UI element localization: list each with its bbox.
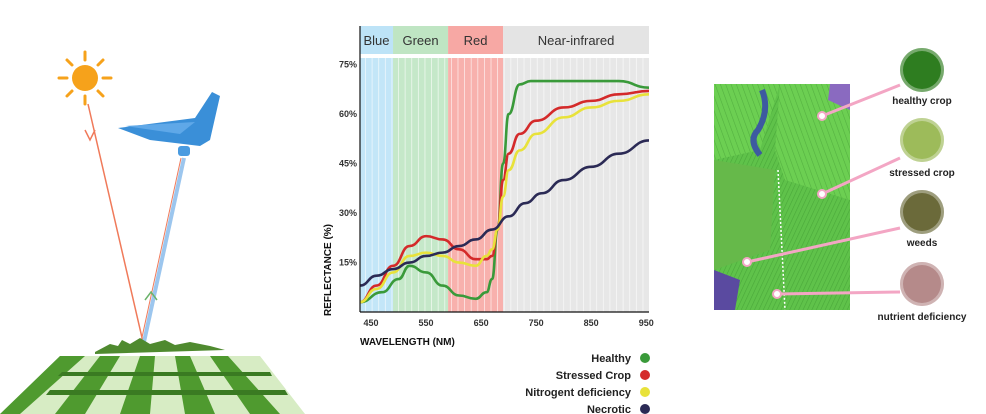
grid-lines	[365, 58, 644, 312]
band-3	[503, 58, 649, 312]
legend-label-2: Nitrogent deficiency	[525, 387, 632, 399]
reflected-ray	[140, 157, 186, 343]
series-lines	[359, 79, 650, 304]
sunlight-ray	[84, 103, 144, 343]
crop-thumbnail-icon	[900, 48, 944, 92]
y-tick-label: 75%	[339, 60, 357, 70]
x-axis-title: WAVELENGTH (NM)	[360, 337, 455, 348]
crop-thumbnail-icon	[900, 190, 944, 234]
band-header-2	[448, 26, 504, 54]
sun-icon	[57, 50, 113, 106]
legend-marker-1	[640, 370, 650, 380]
band-label-2: Red	[464, 33, 488, 48]
axes	[359, 26, 649, 313]
x-tick-label: 750	[529, 318, 544, 328]
legend-marker-3	[640, 404, 650, 414]
aerial-field-panel: healthy crop stressed crop weeds nutrient d…	[700, 0, 986, 414]
series-line-1	[359, 89, 650, 304]
band-2	[448, 58, 504, 312]
series-line-3	[359, 139, 650, 287]
y-tick-label: 60%	[339, 109, 357, 119]
reflectance-chart: Blue Green Red Near-infrared 450 550 650 750 85…	[323, 26, 654, 414]
x-tick-label: 450	[363, 318, 378, 328]
illustration-sun-drone-field	[0, 50, 305, 414]
y-tick-label: 45%	[339, 159, 357, 169]
legend-label-0: Healthy	[591, 353, 632, 365]
drone-icon	[118, 92, 220, 156]
y-axis-title: REFLECTANCE (%)	[323, 224, 334, 316]
field-icon	[0, 338, 305, 414]
band-header-3	[503, 26, 649, 54]
band-label-3: Near-infrared	[538, 33, 615, 48]
series-line-2	[359, 92, 650, 304]
annotation-label-1: stressed crop	[889, 168, 955, 179]
y-tick-label: 30%	[339, 208, 357, 218]
band-header-0	[360, 26, 394, 54]
legend-label-3: Necrotic	[587, 404, 631, 414]
annotation-label-3: nutrient deficiency	[877, 312, 967, 323]
band-header-1	[393, 26, 449, 54]
legend-marker-2	[640, 387, 650, 397]
x-tick-label: 550	[419, 318, 434, 328]
y-tick-label: 15%	[339, 258, 357, 268]
crop-thumbnail-icon	[900, 118, 944, 162]
x-tick-label: 650	[474, 318, 489, 328]
legend: Healthy Stressed Crop Nitrogent deficiency…	[525, 353, 650, 414]
tick-labels: 450 550 650 750 850 950 15% 30% 45% 60% 75%	[339, 60, 654, 328]
legend-label-1: Stressed Crop	[556, 370, 631, 382]
crop-thumbnail-icon	[900, 262, 944, 306]
band-1	[393, 58, 449, 312]
aerial-field-image	[714, 83, 901, 311]
band-label-0: Blue	[363, 33, 389, 48]
band-label-1: Green	[402, 33, 438, 48]
x-tick-label: 850	[584, 318, 599, 328]
legend-marker-0	[640, 353, 650, 363]
annotation-label-0: healthy crop	[892, 96, 952, 107]
annotation-label-2: weeds	[906, 238, 938, 249]
series-line-0	[359, 79, 650, 304]
x-tick-label: 950	[639, 318, 654, 328]
